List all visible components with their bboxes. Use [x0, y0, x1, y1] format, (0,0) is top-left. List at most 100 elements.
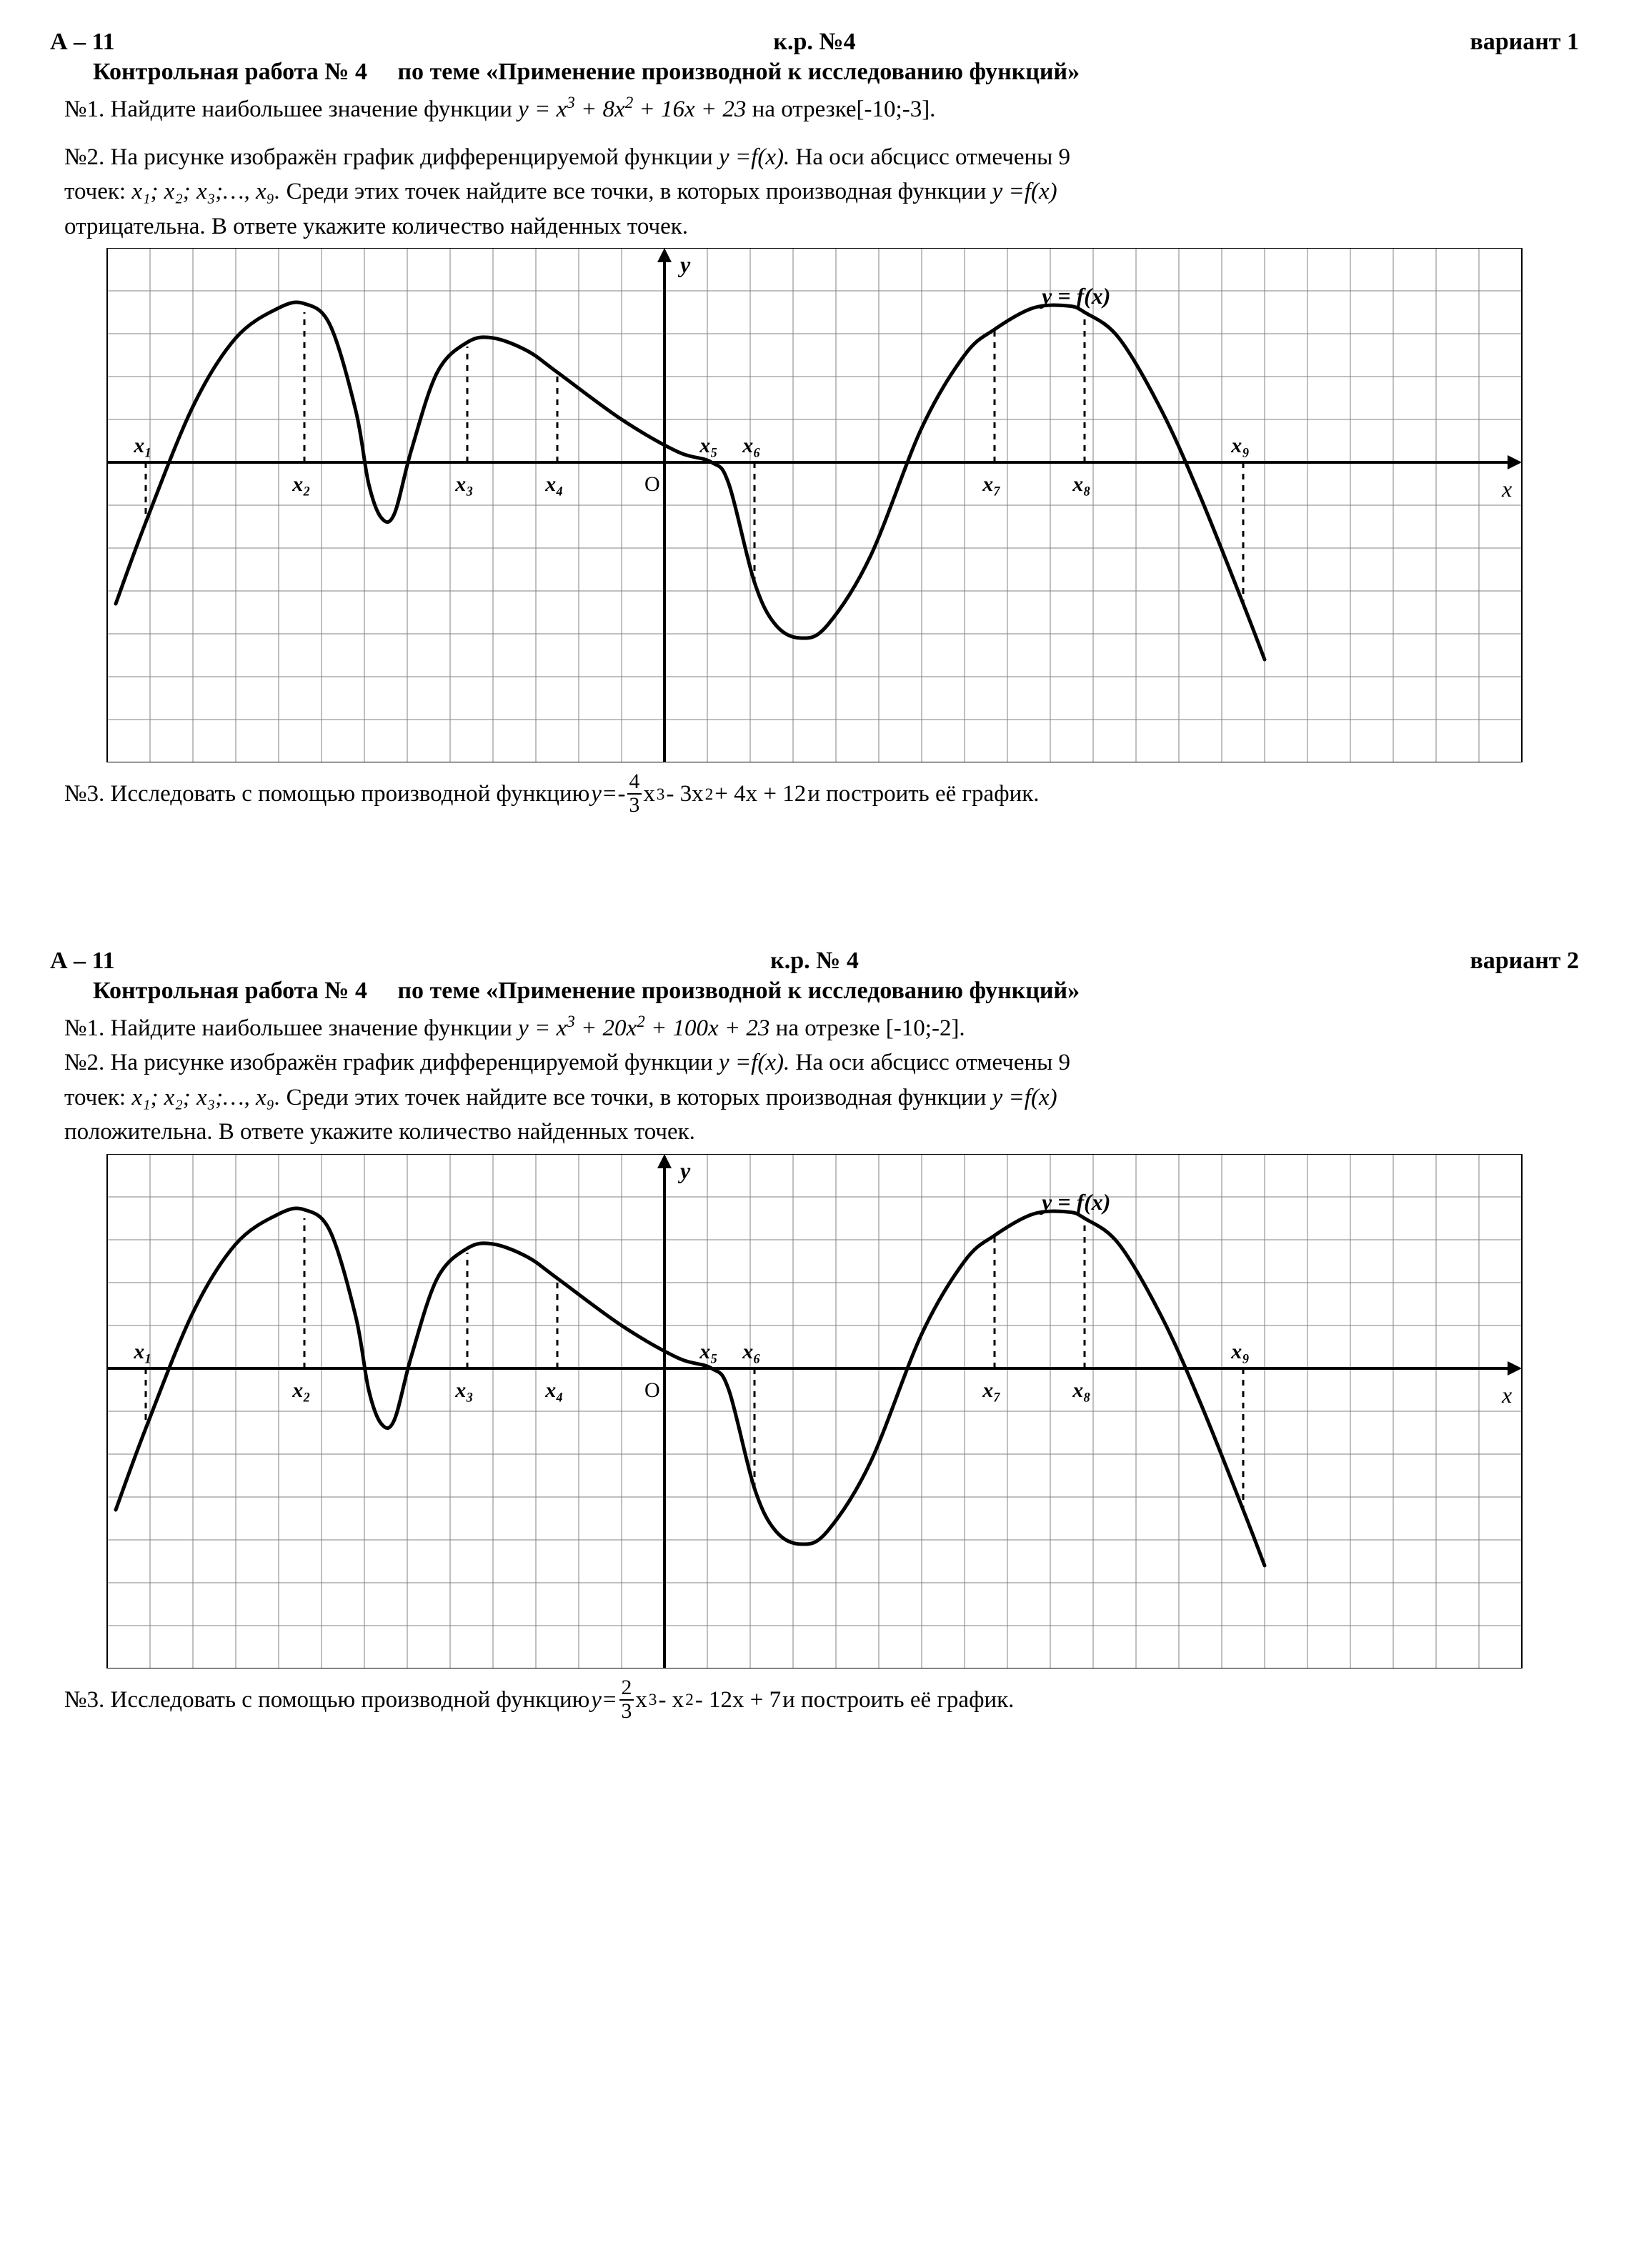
t2c-text: положительна. В ответе укажите количеств… [64, 1119, 695, 1145]
t3-frac-den: 3 [619, 1701, 634, 1723]
t3-resta: x [635, 1684, 647, 1716]
task1-exp3: 3 [567, 1012, 575, 1030]
t3-frac-num: 4 [627, 771, 642, 795]
t3-suffix: и построить её график. [807, 778, 1039, 810]
svg-text:x: x [1501, 476, 1512, 502]
task1-prefix: №1. Найдите наибольшее значение функции [64, 1015, 518, 1041]
svg-text:x₉: x₉ [1230, 434, 1249, 457]
svg-text:x: x [1501, 1382, 1512, 1408]
task1-suffix: на отрезке[-10;-3]. [746, 96, 935, 122]
t3-frac-den: 3 [627, 795, 642, 817]
t2b-rest: Среди этих точек найдите все точки, в ко… [280, 1085, 992, 1110]
header-center: к.р. № 4 [559, 948, 1069, 975]
t2a-text: №2. На рисунке изображён график дифферен… [64, 144, 719, 170]
svg-text:O: O [644, 1378, 660, 1402]
svg-text:y = f(x): y = f(x) [1039, 283, 1110, 309]
graph-2: yxOx₁x₂x₃x₄x₅x₆x₇x₈x₉y = f(x) [36, 1150, 1593, 1676]
task-3: №3. Исследовать с помощью производной фу… [36, 1676, 1593, 1724]
title: Контрольная работа № 4 по теме «Применен… [36, 978, 1593, 1009]
t3-prefix: №3. Исследовать с помощью производной фу… [64, 1684, 589, 1716]
t2b-xs: x₁; x₂; x₃;…, x₉. [131, 179, 280, 204]
svg-text:x₇: x₇ [982, 1378, 1000, 1402]
svg-text:x₆: x₆ [742, 1340, 760, 1363]
t3-prefix: №3. Исследовать с помощью производной фу… [64, 778, 589, 810]
t2a-yfx: y =f(x). [719, 144, 789, 170]
t3-sign: - [618, 778, 626, 810]
t2b-yfx: y =f(x) [992, 179, 1057, 204]
graph-svg: yxOx₁x₂x₃x₄x₅x₆x₇x₈x₉y = f(x) [36, 248, 1593, 762]
svg-text:x₄: x₄ [544, 472, 563, 496]
t3-frac: 23 [619, 1677, 634, 1723]
t2a-yfx: y =f(x). [719, 1050, 789, 1075]
svg-text:x₃: x₃ [454, 1378, 473, 1402]
variant-2: А – 11 к.р. № 4 вариант 2 Контрольная ра… [36, 948, 1593, 1725]
header-center: к.р. №4 [559, 29, 1069, 56]
task-1: №1. Найдите наибольшее значение функции … [36, 90, 1593, 127]
title: Контрольная работа № 4 по теме «Применен… [36, 59, 1593, 90]
task-2-line-a: №2. На рисунке изображён график дифферен… [36, 140, 1593, 175]
t3-y: y [591, 778, 602, 810]
task1-exp3: 3 [567, 93, 575, 111]
header-right: вариант 1 [1070, 29, 1579, 56]
task1-rest: + 8x [575, 96, 625, 122]
title-pre: Контрольная работа № 4 [93, 59, 367, 85]
task1-y: y = x [518, 96, 567, 122]
task1-rest2: + 100x + 23 [645, 1015, 770, 1041]
task1-exp2: 2 [637, 1012, 645, 1030]
svg-text:y = f(x): y = f(x) [1039, 1189, 1110, 1215]
t3-y: y [591, 1684, 602, 1716]
graph-1: yxOx₁x₂x₃x₄x₅x₆x₇x₈x₉y = f(x) [36, 244, 1593, 770]
header-row: А – 11 к.р. №4 вариант 1 [36, 29, 1593, 59]
task-3: №3. Исследовать с помощью производной фу… [36, 770, 1593, 818]
t3-resta: x [643, 778, 655, 810]
t3-exp3: 3 [649, 1688, 657, 1711]
task-2-line-b: точек: x₁; x₂; x₃;…, x₉. Среди этих точе… [36, 1080, 1593, 1115]
task1-suffix: на отрезке [-10;-2]. [769, 1015, 965, 1041]
task1-prefix: №1. Найдите наибольшее значение функции [64, 96, 518, 122]
title-post: по теме «Применение производной к исслед… [397, 59, 1080, 85]
t3-exp2: 2 [685, 1688, 694, 1711]
t3-eq: = [603, 778, 617, 810]
task-2-line-a: №2. На рисунке изображён график дифферен… [36, 1045, 1593, 1080]
svg-text:x₅: x₅ [699, 1340, 717, 1363]
task-2-line-c: отрицательна. В ответе укажите количеств… [36, 209, 1593, 244]
svg-text:x₁: x₁ [133, 434, 151, 457]
task1-y: y = x [518, 1015, 567, 1041]
svg-text:x₆: x₆ [742, 434, 760, 457]
t2b-text: точек: [64, 1085, 131, 1110]
task-2-line-b: точек: x₁; x₂; x₃;…, x₉. Среди этих точе… [36, 174, 1593, 209]
t2b-rest: Среди этих точек найдите все точки, в ко… [280, 179, 992, 204]
svg-text:x₉: x₉ [1230, 1340, 1249, 1363]
svg-text:x₁: x₁ [133, 1340, 151, 1363]
title-pre: Контрольная работа № 4 [93, 978, 367, 1004]
svg-text:x₂: x₂ [292, 1378, 310, 1402]
t3-frac-num: 2 [619, 1677, 634, 1701]
t3-exp3: 3 [657, 783, 665, 805]
svg-text:x₈: x₈ [1072, 472, 1090, 496]
t2a-rest: На оси абсцисс отмечены 9 [789, 144, 1070, 170]
svg-text:x₄: x₄ [544, 1378, 563, 1402]
graph-svg: yxOx₁x₂x₃x₄x₅x₆x₇x₈x₉y = f(x) [36, 1154, 1593, 1668]
t3-restc: - 12x + 7 [695, 1684, 781, 1716]
header-left: А – 11 [50, 29, 559, 56]
t2c-text: отрицательна. В ответе укажите количеств… [64, 214, 688, 239]
t2b-text: точек: [64, 179, 131, 204]
svg-text:x₃: x₃ [454, 472, 473, 496]
variant-1: А – 11 к.р. №4 вариант 1 Контрольная раб… [36, 29, 1593, 819]
task1-rest2: + 16x + 23 [633, 96, 746, 122]
t3-restb: - x [658, 1684, 684, 1716]
t3-restc: + 4x + 12 [714, 778, 806, 810]
header-row: А – 11 к.р. № 4 вариант 2 [36, 948, 1593, 978]
svg-text:O: O [644, 472, 660, 496]
t3-exp2: 2 [705, 783, 714, 805]
task-2-line-c: положительна. В ответе укажите количеств… [36, 1115, 1593, 1150]
title-post: по теме «Применение производной к исслед… [397, 978, 1080, 1004]
t2a-text: №2. На рисунке изображён график дифферен… [64, 1050, 719, 1075]
task1-exp2: 2 [625, 93, 634, 111]
svg-text:x₅: x₅ [699, 434, 717, 457]
t3-frac: 43 [627, 771, 642, 817]
t3-eq: = [603, 1684, 617, 1716]
t3-restb: - 3x [666, 778, 703, 810]
t2b-yfx: y =f(x) [992, 1085, 1057, 1110]
svg-text:x₂: x₂ [292, 472, 310, 496]
